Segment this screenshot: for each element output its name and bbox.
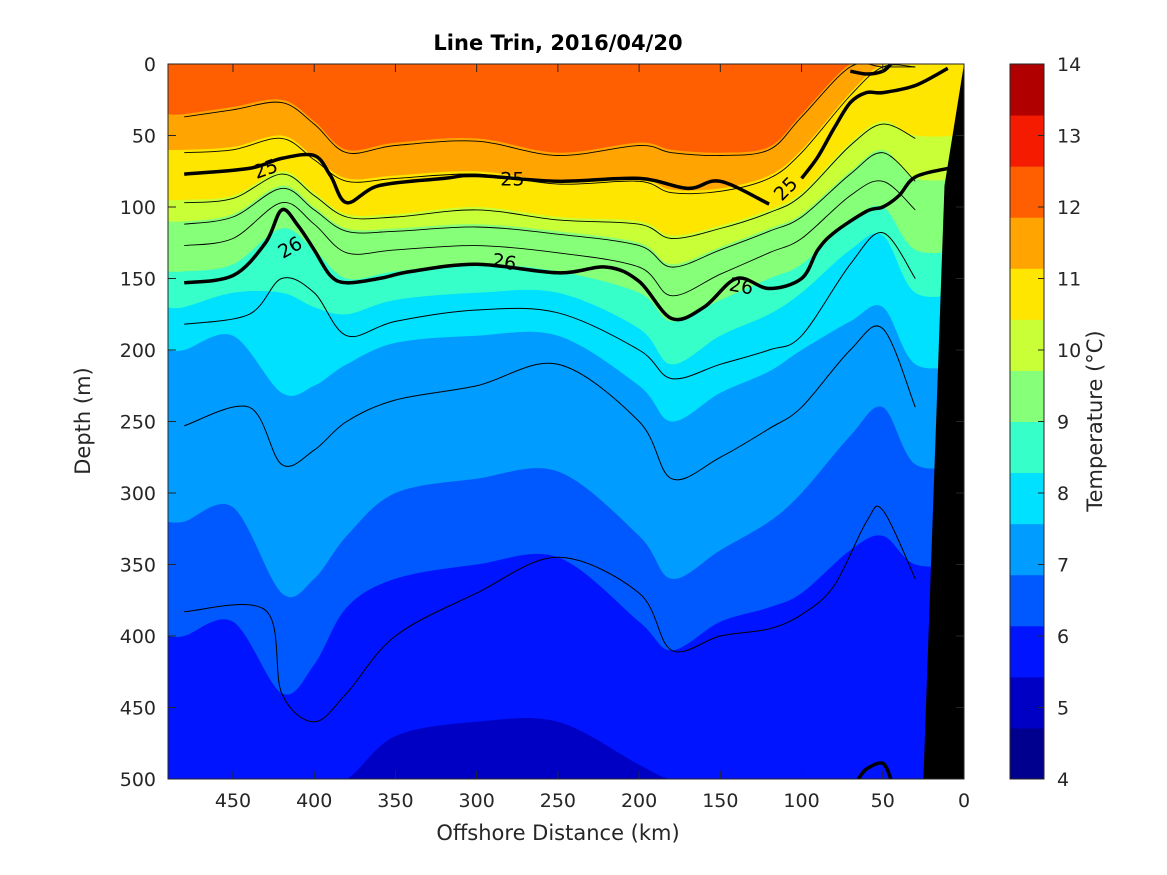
thin-contour-line [184, 64, 916, 157]
contour-label: 26 [727, 274, 755, 300]
y-tick-label: 500 [120, 769, 156, 791]
y-tick-label: 50 [132, 126, 156, 148]
x-tick-label: 450 [215, 790, 251, 812]
colorbar-tick-label: 12 [1057, 197, 1081, 219]
thin-contour-line [184, 232, 916, 380]
contour-label: 26 [490, 249, 518, 275]
contour-label-group: 25 [500, 168, 524, 190]
colorbar-tick-label: 10 [1057, 340, 1081, 362]
y-tick-label: 350 [120, 555, 156, 577]
thin-contour-line [184, 505, 916, 723]
colorbar-segment [1010, 370, 1044, 422]
x-tick-label: 50 [871, 790, 895, 812]
colorbar-tick-label: 4 [1057, 769, 1069, 791]
x-tick-label: 150 [702, 790, 738, 812]
x-tick-label: 400 [296, 790, 332, 812]
x-tick-label: 250 [540, 790, 576, 812]
colorbar-label: Temperature (°C) [1083, 330, 1107, 512]
contour-label-group: 26 [727, 274, 755, 300]
density-contour-line [856, 761, 893, 779]
y-axis-label: Depth (m) [71, 367, 95, 474]
colorbar-segment [1010, 64, 1044, 116]
thin-contour-line [184, 123, 916, 239]
x-axis: 450 400 350 300 250 200 150 100 50 0 [215, 64, 970, 812]
colorbar-tick-label: 8 [1057, 483, 1069, 505]
colorbar-tick-label: 14 [1057, 54, 1081, 76]
colorbar-tick-label: 9 [1057, 412, 1069, 434]
land-mask [923, 64, 964, 779]
contour-label: 25 [500, 168, 524, 190]
colorbar-segment [1010, 676, 1044, 729]
thin-contour-line [184, 152, 916, 268]
temperature-band [168, 64, 964, 115]
colorbar-segment [1010, 268, 1044, 320]
y-tick-label: 250 [120, 412, 156, 434]
colorbar-segment [1010, 166, 1044, 218]
density-contours [183, 64, 949, 779]
y-tick-label: 400 [120, 626, 156, 648]
colorbar-tick-label: 5 [1057, 698, 1069, 720]
x-tick-label: 200 [621, 790, 657, 812]
density-contour-line [849, 64, 893, 76]
x-tick-label: 0 [958, 790, 970, 812]
thin-contour-line [184, 180, 916, 297]
colorbar-segment [1010, 421, 1044, 474]
density-contour-line [184, 152, 770, 206]
colorbar-tick-label: 7 [1057, 555, 1069, 577]
y-tick-label: 150 [120, 269, 156, 291]
colorbar-segment [1010, 523, 1044, 576]
chart-title: Line Trin, 2016/04/20 [433, 31, 682, 55]
x-tick-label: 100 [783, 790, 819, 812]
colorbar-segment [1010, 625, 1044, 678]
x-tick-label: 300 [459, 790, 495, 812]
y-tick-label: 450 [120, 698, 156, 720]
colorbar-segment [1010, 727, 1044, 780]
colorbar-segment [1010, 574, 1044, 627]
y-tick-label: 100 [120, 197, 156, 219]
density-contour-line [800, 66, 949, 180]
colorbar-tick-label: 13 [1057, 126, 1081, 148]
thin-contour-line [184, 325, 916, 481]
thin-contours [184, 64, 916, 723]
seafloor-land [923, 64, 964, 779]
temperature-bands [168, 64, 964, 779]
y-tick-label: 0 [144, 54, 156, 76]
y-tick-label: 300 [120, 483, 156, 505]
y-axis: 0 50 100 150 200 250 300 350 400 450 500 [120, 54, 964, 791]
colorbar: 4 5 6 7 8 9 10 11 12 13 14 [1009, 54, 1081, 791]
x-tick-label: 350 [377, 790, 413, 812]
colorbar-segment [1010, 115, 1044, 167]
contour-label-group: 26 [490, 249, 518, 275]
thin-contour-line [184, 64, 916, 195]
colorbar-segment [1010, 472, 1044, 525]
x-axis-label: Offshore Distance (km) [436, 821, 679, 845]
colorbar-segment [1010, 319, 1044, 371]
density-contour-line [183, 166, 949, 322]
colorbar-tick-label: 11 [1057, 269, 1081, 291]
y-tick-label: 200 [120, 340, 156, 362]
colorbar-tick-label: 6 [1057, 626, 1069, 648]
colorbar-segment [1010, 217, 1044, 269]
